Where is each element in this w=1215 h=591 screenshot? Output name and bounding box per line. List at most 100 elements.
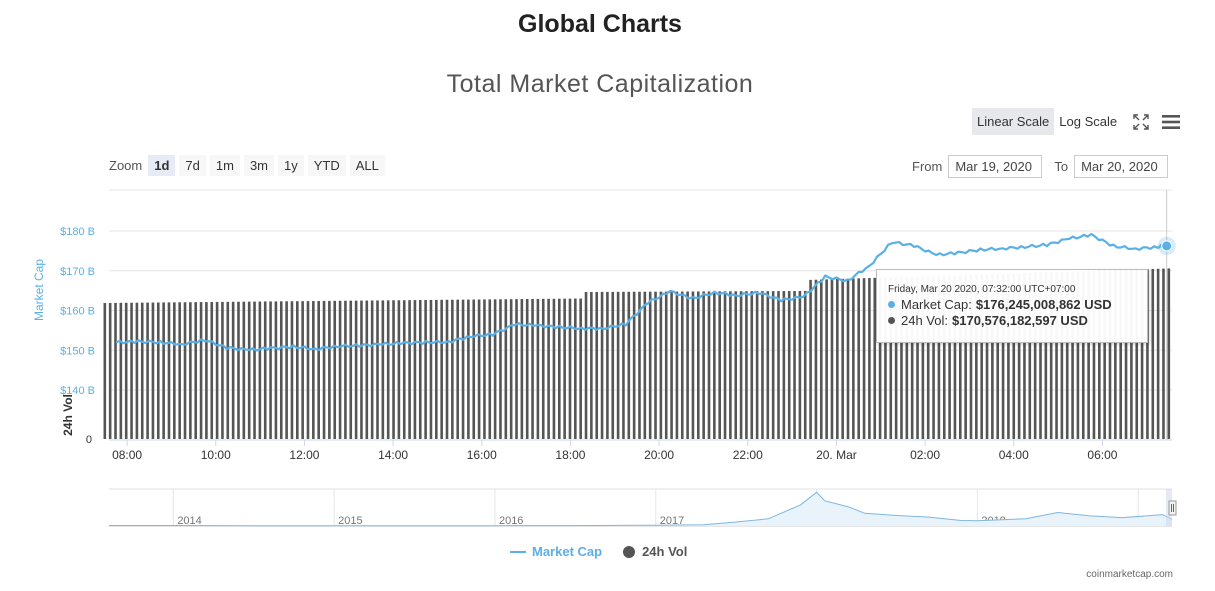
volume-bar	[1001, 273, 1005, 439]
volume-bar	[953, 275, 957, 439]
volume-bar	[333, 300, 337, 439]
volume-bar	[734, 291, 738, 439]
volume-bar	[253, 301, 256, 439]
volume-bar	[194, 302, 198, 439]
fullscreen-icon[interactable]	[1130, 111, 1152, 133]
volume-bar	[531, 298, 534, 439]
date-range: From Mar 19, 2020 To Mar 20, 2020	[912, 155, 1169, 178]
volume-bar	[429, 299, 433, 439]
tooltip-label: 24h Vol:	[901, 313, 948, 328]
zoom-button-3m[interactable]: 3m	[243, 155, 274, 176]
legend-item-volume[interactable]: 24h Vol	[622, 544, 687, 559]
volume-bar	[408, 300, 411, 439]
x-tick-label: 10:00	[201, 448, 231, 462]
x-tick-label: 12:00	[289, 448, 319, 462]
navigator-handle[interactable]	[1168, 500, 1177, 516]
volume-bar	[477, 299, 481, 439]
menu-icon[interactable]	[1160, 111, 1182, 133]
volume-bar	[183, 302, 187, 439]
zoom-button-ytd[interactable]: YTD	[307, 155, 346, 176]
volume-bar	[1108, 270, 1112, 439]
navigator-line	[109, 491, 1173, 527]
navigator-year-label: 2015	[338, 515, 362, 527]
volume-bar	[1151, 268, 1155, 439]
volume-bar	[1146, 269, 1149, 439]
from-date-input[interactable]: Mar 19, 2020	[948, 155, 1043, 178]
navigator-year-label: 2016	[499, 515, 523, 527]
volume-bar	[1055, 272, 1058, 439]
volume-bar	[670, 291, 673, 439]
volume-bar	[536, 298, 540, 439]
volume-bar	[397, 300, 401, 439]
volume-bar	[948, 275, 951, 439]
volume-bar	[606, 291, 609, 439]
volume-bar	[702, 291, 705, 439]
tooltip-dot-icon	[888, 301, 895, 308]
x-tick-label: 16:00	[467, 448, 497, 462]
volume-bar	[766, 291, 770, 439]
log-scale-button[interactable]: Log Scale	[1059, 114, 1118, 129]
volume-bar	[312, 301, 315, 439]
volume-bar	[1071, 271, 1074, 439]
tooltip-row-market-cap: Market Cap: $176,245,008,862 USD	[888, 297, 1147, 312]
y-tick-label: $140 B	[60, 385, 95, 397]
volume-bar	[1007, 273, 1010, 439]
volume-bar	[846, 278, 850, 439]
volume-bar	[317, 300, 320, 439]
zoom-button-1m[interactable]: 1m	[209, 155, 240, 176]
volume-bar	[472, 299, 476, 439]
volume-bar	[451, 299, 454, 439]
volume-bar	[263, 301, 267, 439]
volume-bar	[574, 298, 577, 439]
x-tick-label: 02:00	[910, 448, 940, 462]
linear-scale-button[interactable]: Linear Scale	[972, 108, 1055, 135]
zoom-button-1y[interactable]: 1y	[278, 155, 304, 176]
volume-bar	[787, 291, 791, 439]
zoom-selector: Zoom 1d 7d 1m 3m 1y YTD ALL	[109, 155, 387, 176]
volume-bar	[424, 299, 427, 439]
volume-bar	[729, 291, 732, 439]
legend-item-market-cap[interactable]: Market Cap	[510, 544, 602, 559]
zoom-button-7d[interactable]: 7d	[179, 155, 206, 176]
volume-bar	[723, 291, 727, 439]
from-label: From	[912, 159, 943, 174]
tooltip-row-volume: 24h Vol: $170,576,182,597 USD	[888, 313, 1147, 328]
volume-bar	[745, 291, 748, 439]
zoom-label: Zoom	[109, 158, 143, 173]
tooltip-value: $176,245,008,862 USD	[975, 297, 1112, 312]
volume-bar	[686, 291, 689, 439]
zoom-button-1d[interactable]: 1d	[148, 155, 176, 176]
volume-bar	[632, 291, 636, 439]
chart-tooltip: Friday, Mar 20 2020, 07:32:00 UTC+07:00 …	[876, 269, 1148, 343]
to-date-input[interactable]: Mar 20, 2020	[1074, 155, 1169, 178]
zoom-button-all[interactable]: ALL	[349, 155, 385, 176]
volume-bar	[279, 301, 283, 439]
x-tick-label: 22:00	[733, 448, 763, 462]
volume-bar	[718, 291, 721, 439]
volume-bar	[803, 290, 807, 439]
volume-bar	[782, 291, 786, 439]
volume-bar	[488, 299, 492, 439]
volume-bar	[868, 278, 871, 439]
volume-bar	[114, 302, 117, 439]
volume-bar	[1023, 273, 1026, 439]
volume-tick-label: 0	[86, 434, 92, 446]
volume-bar	[162, 302, 165, 439]
volume-bar	[167, 302, 171, 439]
volume-bar	[996, 273, 1000, 439]
y-tick-label: $150 B	[60, 345, 95, 357]
credit-link[interactable]: coinmarketcap.com	[1086, 569, 1173, 580]
volume-bar	[1087, 270, 1090, 439]
volume-bar	[483, 299, 486, 439]
volume-bar	[878, 277, 882, 439]
volume-bar	[590, 291, 593, 439]
volume-bar	[595, 291, 599, 439]
volume-bar	[381, 300, 385, 439]
volume-bar	[937, 275, 941, 439]
y-tick-label: $180 B	[60, 226, 95, 238]
volume-bar	[1028, 272, 1032, 439]
volume-bar	[338, 300, 342, 439]
volume-bar	[226, 301, 230, 439]
volume-bar	[654, 291, 657, 439]
